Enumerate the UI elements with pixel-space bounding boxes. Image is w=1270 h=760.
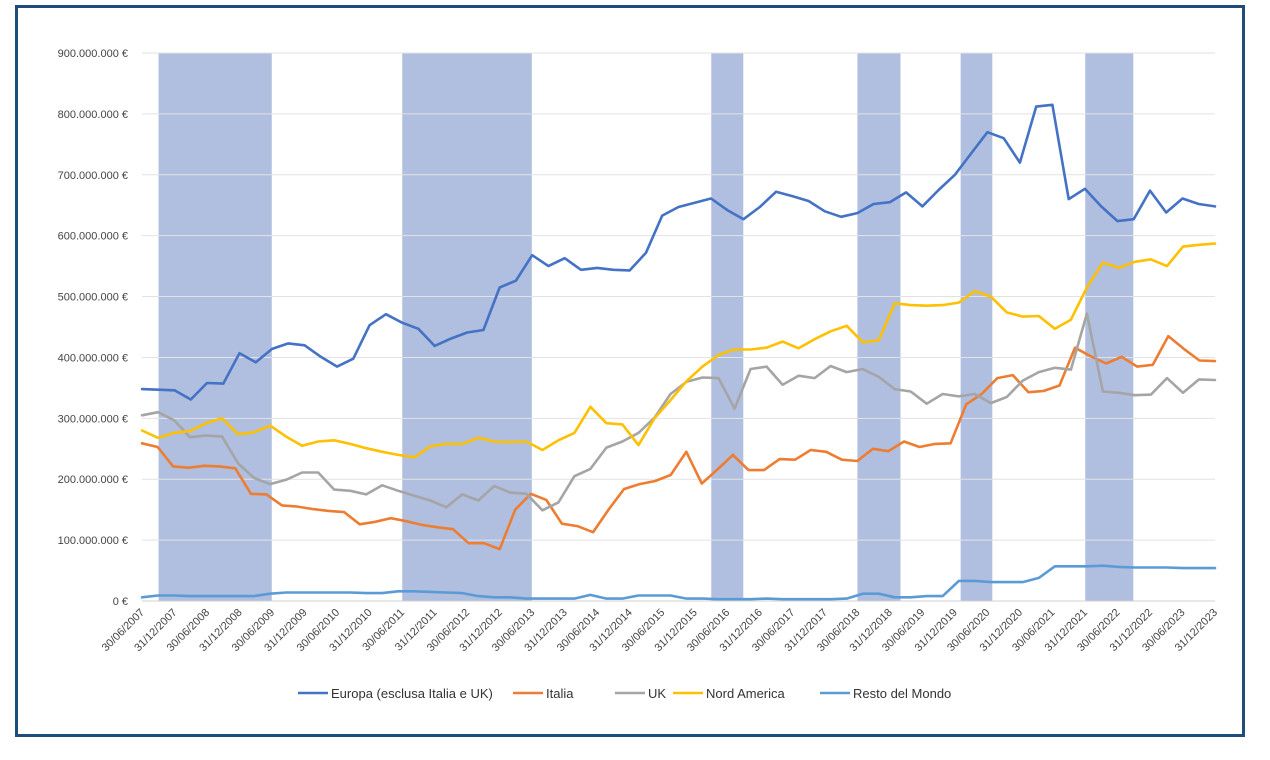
y-tick-label: 200.000.000 € [58,474,128,486]
shaded-periods [158,53,1134,601]
legend-label: Europa (esclusa Italia e UK) [331,686,493,701]
y-tick-label: 0 € [113,596,128,608]
legend-label: Nord America [706,686,786,701]
y-tick-label: 700.000.000 € [58,170,128,182]
x-axis-ticks: 30/06/200731/12/200730/06/200831/12/2008… [100,607,1220,654]
shaded-period-4 [857,53,901,601]
gridlines [142,52,1215,602]
series-line-3 [140,312,1217,512]
shaded-period-3 [711,53,744,601]
y-tick-label: 600.000.000 € [58,231,128,243]
shaded-period-6 [1085,53,1134,601]
y-tick-label: 800.000.000 € [58,109,128,121]
legend-label: UK [648,686,666,701]
y-tick-label: 100.000.000 € [58,535,128,547]
y-tick-label: 900.000.000 € [58,48,128,60]
shaded-period-1 [158,53,272,601]
y-tick-label: 300.000.000 € [58,413,128,425]
series-lines [140,103,1217,601]
series-line-4 [140,242,1217,459]
shaded-period-2 [402,53,532,601]
shaded-period-5 [960,53,993,601]
legend: Europa (esclusa Italia e UK) Italia UK Nord… [298,686,951,701]
y-tick-label: 400.000.000 € [58,352,128,364]
y-tick-label: 500.000.000 € [58,292,128,304]
y-axis-ticks: 0 € 100.000.000 € 200.000.000 € 300.000.000… [58,48,128,608]
legend-label: Resto del Mondo [853,686,951,701]
series-line-2 [140,334,1217,551]
series-line-1 [140,103,1217,401]
legend-label: Italia [546,686,574,701]
series-line-5 [140,564,1217,601]
